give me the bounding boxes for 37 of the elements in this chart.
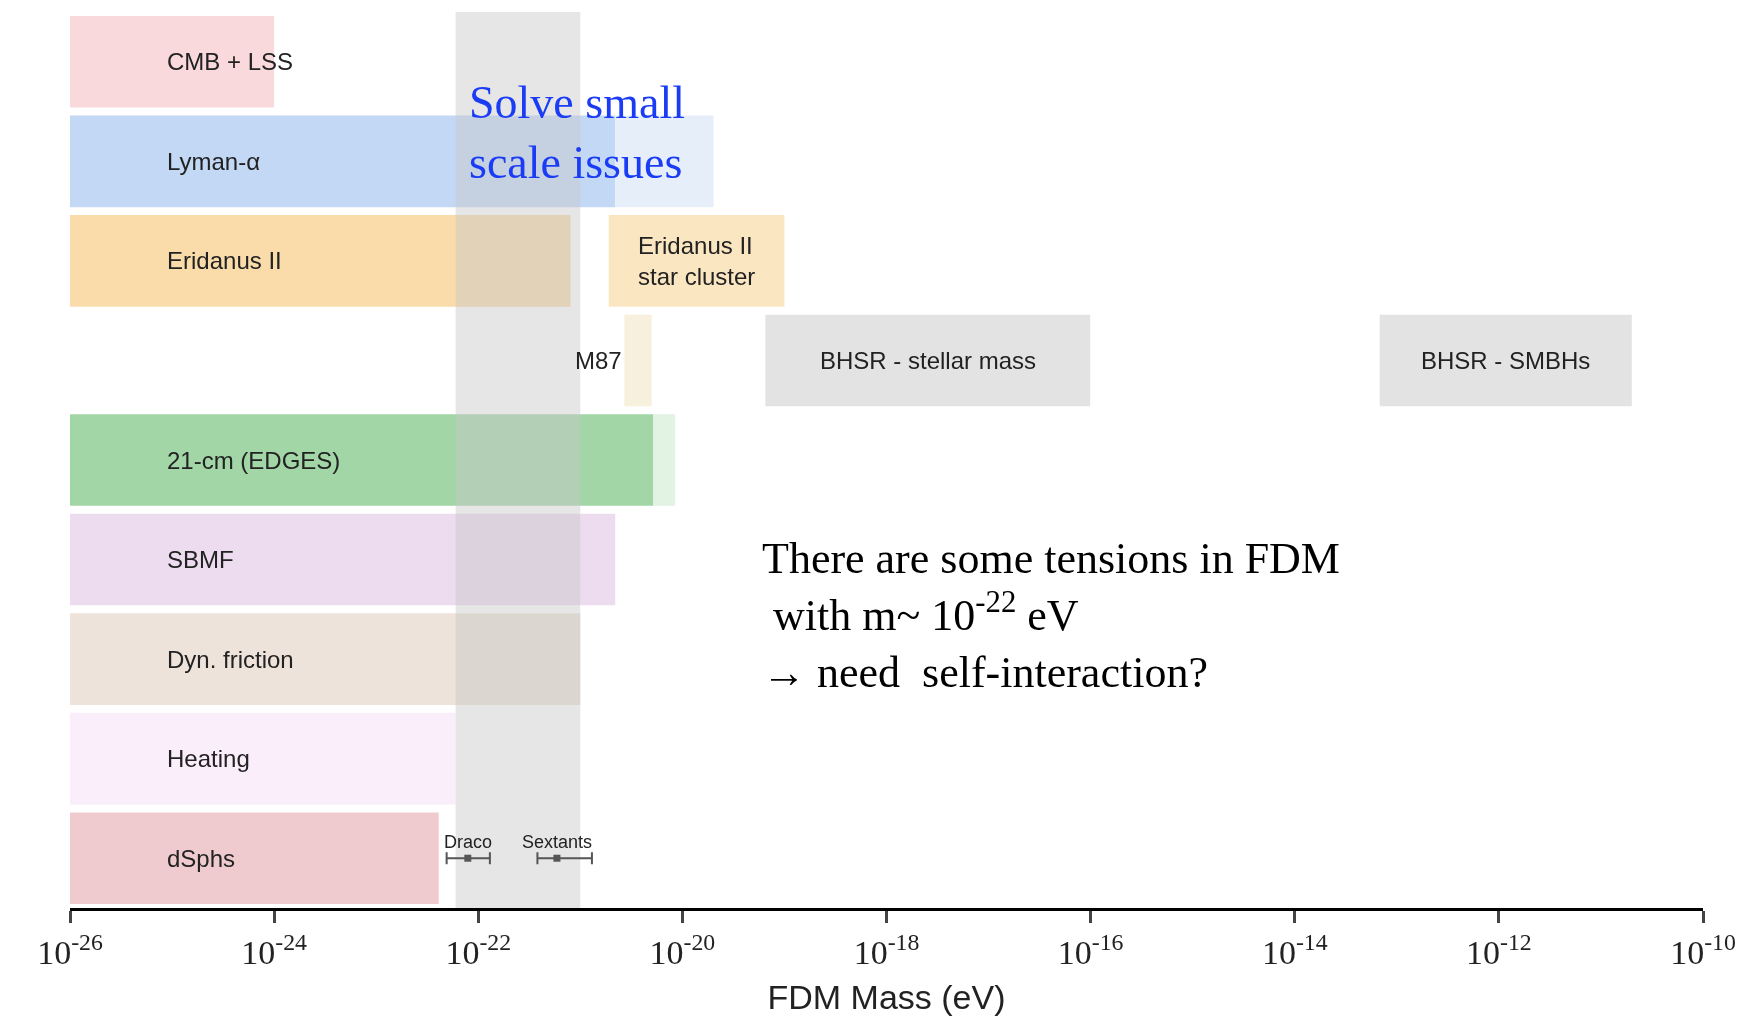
y-tick-label: SBMF [167, 546, 234, 573]
y-tick-label: Heating [167, 745, 250, 772]
bar [765, 314, 1091, 407]
bar [70, 613, 581, 705]
x-tick-label: 10$^{-16}$ [1057, 928, 1124, 971]
x-tick-label: 10$^{-26}$ [37, 928, 103, 971]
bar [624, 314, 652, 407]
series-label: Draco [444, 832, 493, 852]
y-tick-label: dSphs [167, 845, 236, 872]
x-tick-label: 10$^{-14}$ [1261, 928, 1328, 971]
x-tick-label: 10$^{-18}$ [853, 928, 920, 971]
x-tick-label: 10$^{-24}$ [241, 928, 308, 971]
x-tick-label: 10$^{-20}$ [649, 928, 716, 971]
bar [70, 812, 439, 905]
bar [70, 712, 456, 805]
x-tick-label: 10$^{-22}$ [445, 928, 512, 971]
series-label: BHSR - stellar mass [820, 347, 1037, 374]
series-label: Sextants [522, 832, 593, 852]
x-tick-label: 10$^{-12}$ [1466, 928, 1532, 971]
bar [1379, 314, 1632, 407]
x-tick-label: 10$^{-10}$ [1670, 928, 1736, 971]
bar [653, 414, 676, 506]
y-tick-label: CMB + LSS [167, 48, 294, 75]
x-axis-title: FDM Mass (eV) [767, 978, 1006, 1017]
series-label: M87 [575, 347, 622, 374]
bar [70, 215, 571, 307]
series-label: Eridanus II star cluster [638, 232, 756, 291]
bar [70, 513, 616, 606]
bar [70, 414, 654, 506]
annotation: There are some tensions in FDM with m~ 10$^{-22}$ eV → need self-interaction? [762, 534, 1340, 698]
bar [608, 215, 785, 307]
y-tick-label: Dyn. friction [167, 646, 294, 673]
y-tick-label: 21-cm (EDGES) [167, 447, 341, 474]
annotation: Solve small scale issues [469, 77, 685, 188]
y-tick-label: Lyman-α [167, 148, 261, 175]
series-label: BHSR - SMBHs [1421, 347, 1591, 374]
y-tick-label: Eridanus II [167, 247, 282, 274]
